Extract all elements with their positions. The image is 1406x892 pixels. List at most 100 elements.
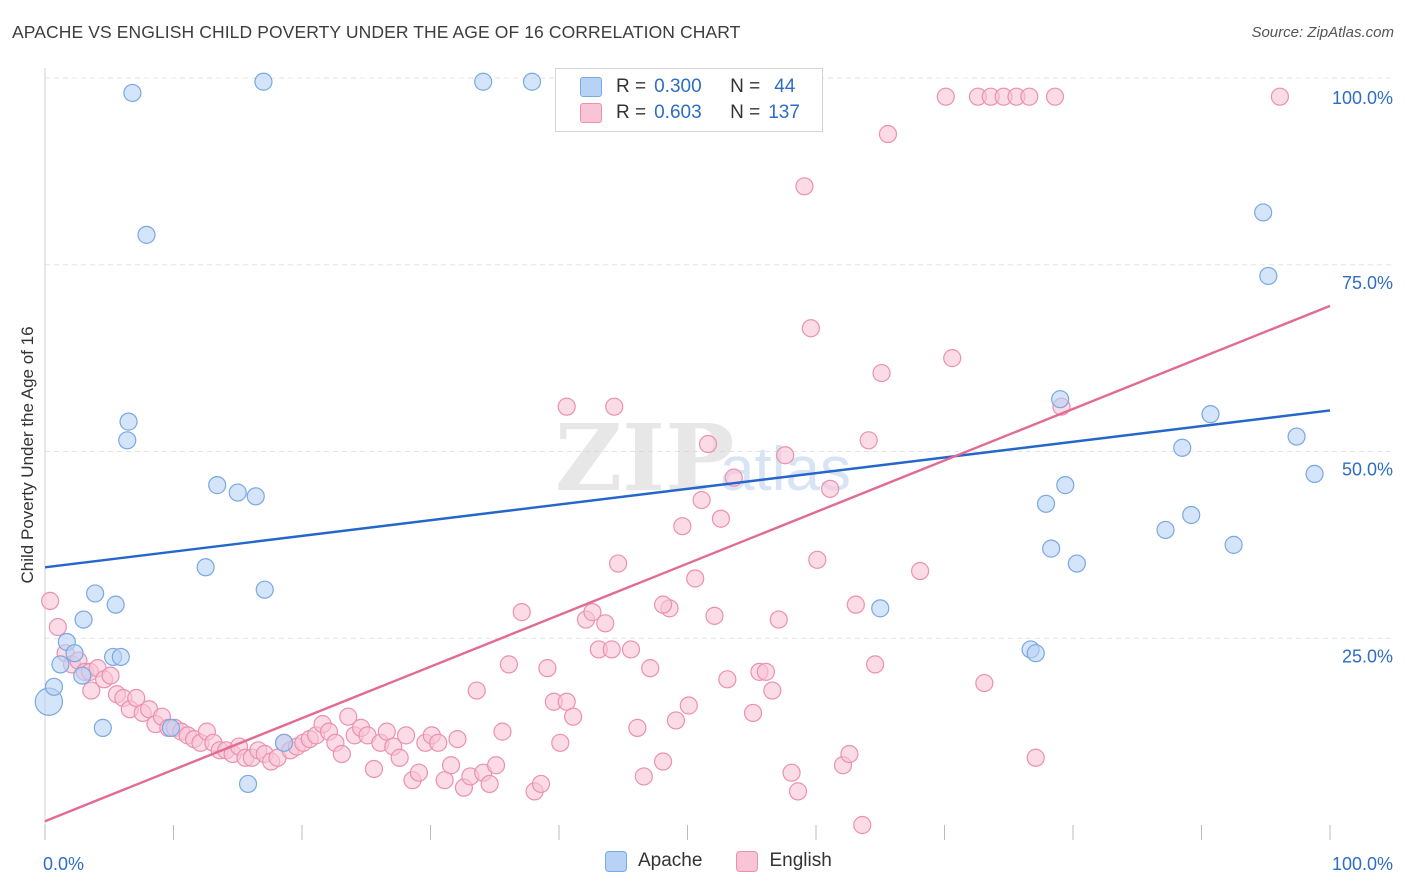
english-point	[605, 397, 624, 416]
english-point	[499, 655, 518, 674]
apache-point	[137, 225, 156, 244]
apache-point	[274, 733, 294, 752]
english-point	[634, 767, 653, 786]
english-point	[602, 640, 621, 659]
english-point	[628, 718, 647, 737]
apache-point	[86, 584, 105, 603]
english-legend-label: English	[769, 850, 832, 871]
english-point	[686, 569, 705, 588]
legend-row-english: R = 0.603 N = 137	[580, 102, 800, 124]
apache-point	[1182, 505, 1201, 525]
english-point	[441, 756, 461, 775]
english-point	[480, 774, 499, 794]
english-r-value: 0.603	[654, 102, 702, 123]
english-point	[698, 434, 718, 454]
english-r-label: R =	[616, 102, 647, 123]
y-axis-label: Child Poverty Under the Age of 16	[18, 326, 37, 583]
apache-point	[1259, 266, 1278, 286]
apache-point	[93, 718, 112, 737]
apache-point	[228, 483, 247, 502]
english-point	[910, 561, 930, 581]
apache-point	[123, 83, 142, 103]
english-trend-line	[44, 304, 1331, 823]
chart-title: APACHE VS ENGLISH CHILD POVERTY UNDER TH…	[12, 22, 741, 42]
english-point	[975, 673, 994, 693]
source-credit: Source: ZipAtlas.com	[1251, 24, 1394, 41]
english-point	[756, 662, 775, 681]
english-point	[1270, 87, 1289, 106]
apache-point	[161, 718, 181, 737]
english-point	[859, 431, 878, 450]
english-point	[673, 517, 692, 536]
english-point	[769, 610, 788, 629]
english-point	[48, 617, 67, 637]
apache-point	[1287, 427, 1306, 446]
legend-item-apache[interactable]: Apache	[605, 850, 702, 872]
tick-labels: 25.0% 50.0% 75.0% 100.0% 0.0% 100.0%	[43, 88, 1393, 874]
english-point	[801, 319, 820, 338]
english-point	[609, 554, 628, 573]
grid-lines	[45, 77, 1392, 639]
apache-point	[73, 666, 92, 685]
apache-point	[1026, 644, 1045, 663]
legend-item-english[interactable]: English	[736, 850, 832, 872]
legend-row-apache: R = 0.300 N = 44	[580, 76, 795, 98]
apache-point	[254, 72, 273, 91]
english-point	[776, 446, 795, 465]
english-point	[840, 744, 859, 764]
english-point	[679, 696, 698, 715]
english-point	[846, 595, 865, 614]
apache-n-label: N =	[730, 76, 761, 97]
english-point	[101, 666, 120, 685]
correlation-legend: R = 0.300 N = 44 R = 0.603 N = 137	[555, 68, 823, 132]
y-tick-label: 25.0%	[1342, 646, 1393, 666]
apache-point	[74, 610, 93, 629]
english-point	[551, 733, 570, 752]
english-point	[538, 659, 557, 678]
english-point	[866, 655, 885, 674]
y-tick-label: 100.0%	[1332, 88, 1393, 108]
apache-point	[255, 580, 274, 599]
english-point	[821, 479, 840, 498]
english-point	[653, 595, 673, 614]
english-point	[621, 640, 641, 659]
english-point	[943, 349, 962, 368]
apache-point	[1201, 405, 1220, 424]
apache-n-value: 44	[774, 76, 796, 97]
english-point	[763, 681, 782, 700]
apache-point	[238, 774, 258, 794]
english-point	[782, 763, 801, 782]
apache-r-value: 0.300	[654, 76, 702, 97]
apache-point	[474, 72, 493, 91]
apache-r-label: R =	[616, 76, 647, 97]
english-point	[641, 659, 660, 678]
apache-point	[1051, 390, 1070, 409]
english-point	[743, 703, 763, 723]
apache-point	[1173, 438, 1192, 457]
y-tick-label: 75.0%	[1342, 273, 1393, 293]
english-point	[666, 711, 686, 730]
apache-swatch	[580, 77, 602, 97]
english-point	[1045, 87, 1065, 106]
apache-point	[1067, 554, 1086, 573]
english-n-label: N =	[730, 102, 761, 123]
english-point	[429, 733, 448, 752]
english-point	[596, 614, 615, 633]
apache-point	[44, 677, 64, 696]
x-tick-label: 100.0%	[1332, 854, 1393, 874]
english-point	[788, 782, 808, 801]
english-point	[467, 681, 486, 700]
trend-lines	[44, 304, 1331, 823]
english-point	[486, 756, 506, 775]
english-point	[872, 363, 891, 383]
apache-point	[119, 412, 138, 431]
english-point	[409, 763, 429, 782]
english-swatch	[580, 103, 602, 123]
english-n-value: 137	[768, 102, 800, 123]
english-point	[692, 490, 711, 510]
english-point	[795, 177, 814, 196]
apache-point	[871, 599, 890, 618]
apache-point	[1224, 535, 1243, 554]
english-point	[364, 759, 384, 779]
apache-point	[196, 558, 215, 577]
